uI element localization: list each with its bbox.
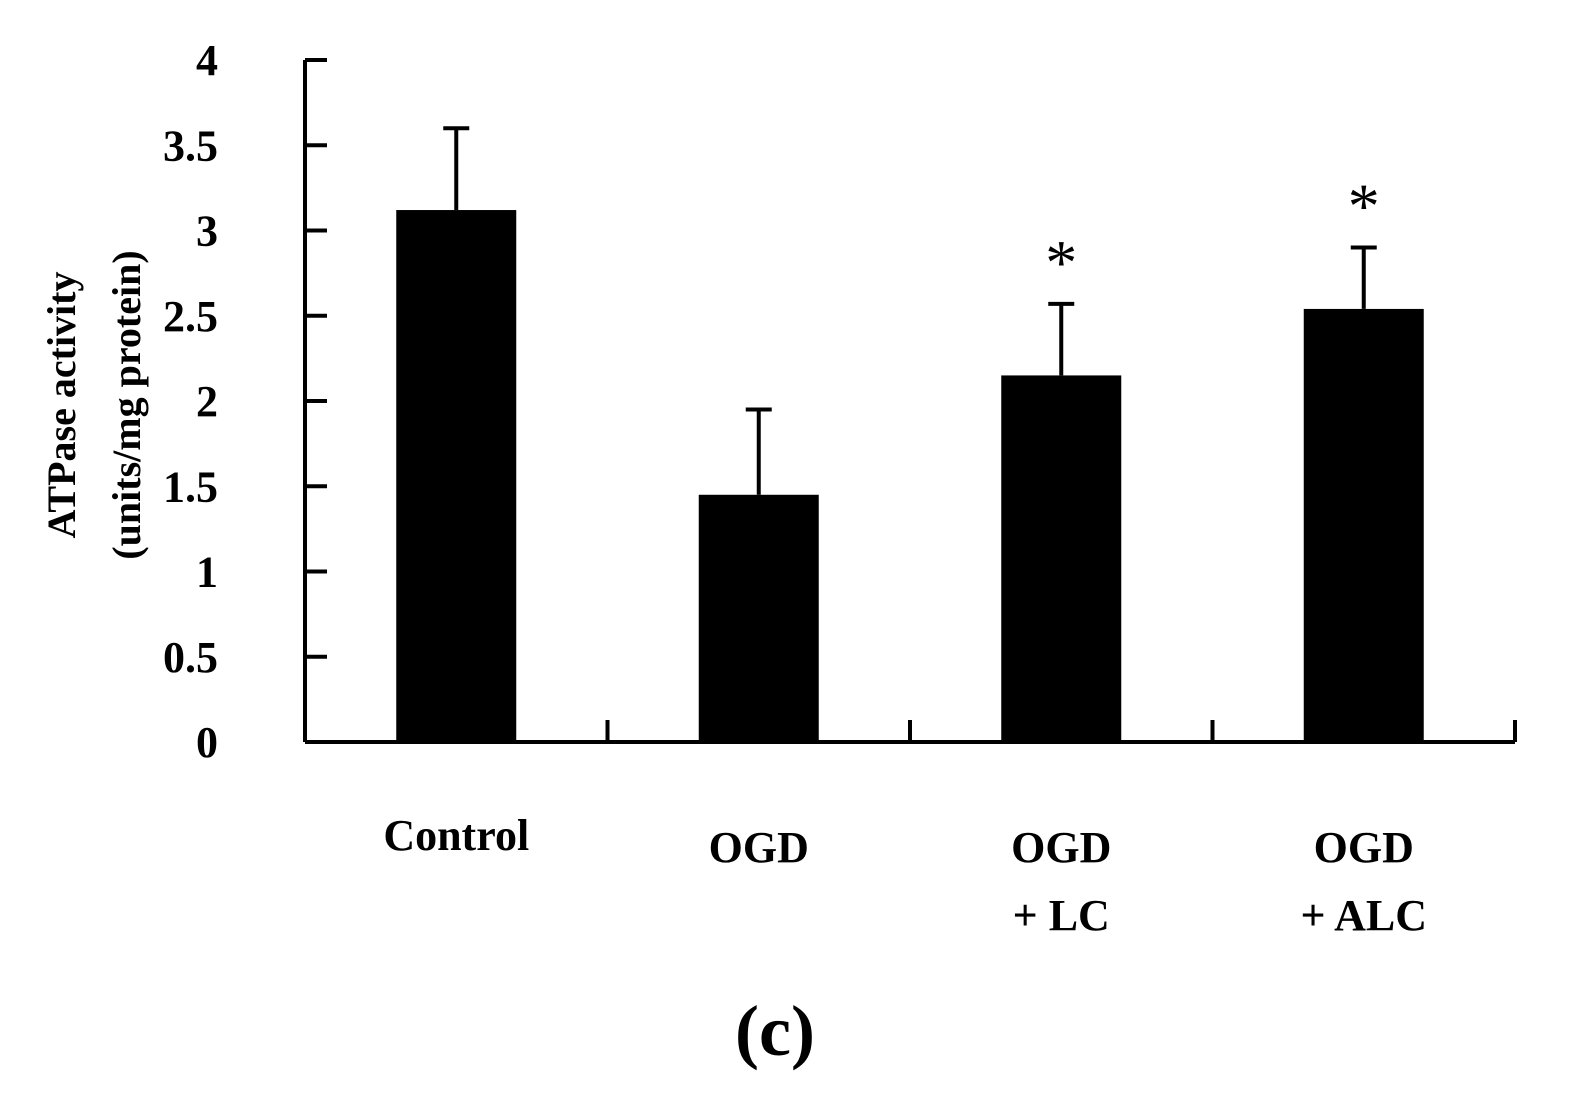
x-category-labels: Control OGD OGD + LC OGD + ALC xyxy=(383,811,1427,940)
y-tick-label: 2 xyxy=(196,377,218,426)
y-tick-label: 4 xyxy=(196,36,218,85)
bar xyxy=(1001,375,1122,742)
panel-label: (c) xyxy=(735,991,815,1071)
significance-asterisk: * xyxy=(1045,227,1077,298)
x-category-label: OGD xyxy=(1011,823,1111,872)
y-axis-label: ATPase activity (units/mg protein) xyxy=(39,250,149,559)
y-tick-label: 3.5 xyxy=(163,121,218,170)
x-category-label: OGD xyxy=(1314,823,1414,872)
y-tick-label: 2.5 xyxy=(163,292,218,341)
x-category-label: + ALC xyxy=(1300,891,1427,940)
bar xyxy=(396,210,517,743)
y-tick-label: 1.5 xyxy=(163,462,218,511)
bar xyxy=(1303,308,1424,742)
y-tick-label: 3 xyxy=(196,207,218,256)
bars xyxy=(396,210,1424,743)
significance-asterisk: * xyxy=(1348,171,1380,242)
x-category-label: + LC xyxy=(1013,891,1110,940)
y-tick-label: 1 xyxy=(196,548,218,597)
significance-marks: ** xyxy=(1045,171,1380,298)
x-category-label: OGD xyxy=(709,823,809,872)
y-axis-label-line1: ATPase activity xyxy=(39,272,84,539)
error-bars xyxy=(443,126,1377,495)
y-axis-label-line2: (units/mg protein) xyxy=(104,250,149,559)
y-ticks: 0 0.5 1 1.5 2 2.5 3 3.5 4 xyxy=(163,36,327,767)
y-tick-label: 0.5 xyxy=(163,633,218,682)
y-tick-label: 0 xyxy=(196,718,218,767)
x-category-label: Control xyxy=(383,811,529,860)
bar xyxy=(698,494,819,742)
